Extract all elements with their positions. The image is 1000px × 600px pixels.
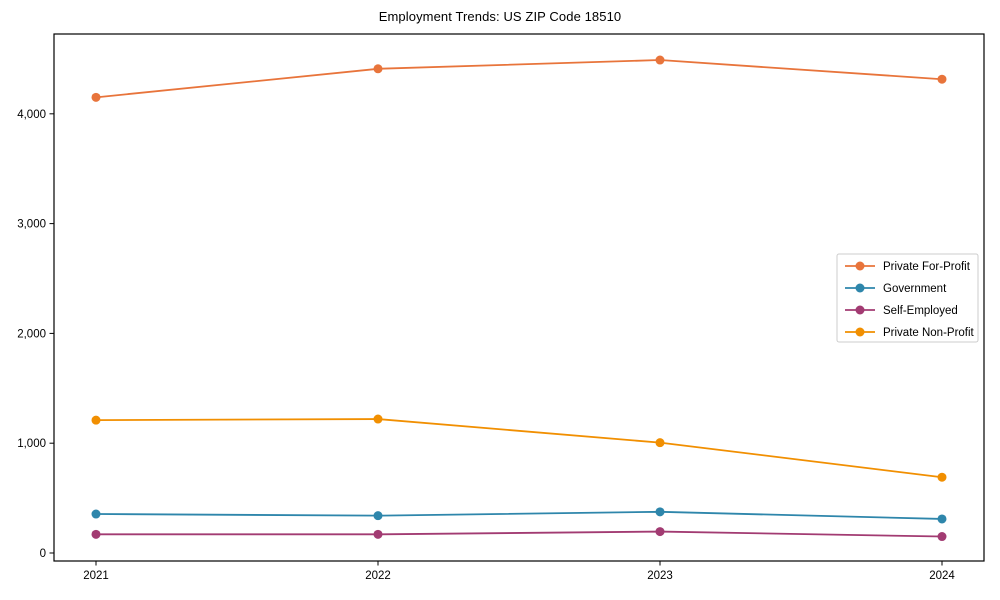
legend-marker-private-non-profit [855, 327, 865, 337]
y-tick-label: 4,000 [17, 109, 46, 121]
data-point-private-for-profit-2022 [373, 64, 383, 74]
plot-border [53, 33, 985, 562]
x-tick-label: 2023 [647, 570, 673, 582]
x-tick-label: 2024 [929, 570, 955, 582]
legend-marker-self-employed [855, 305, 865, 315]
data-point-private-for-profit-2024 [937, 74, 947, 84]
data-point-private-for-profit-2023 [655, 55, 665, 65]
x-tick-label: 2021 [83, 570, 109, 582]
data-point-private-for-profit-2021 [91, 92, 101, 102]
chart-title: Employment Trends: US ZIP Code 18510 [378, 9, 622, 24]
data-point-private-non-profit-2022 [373, 414, 383, 424]
data-point-government-2024 [937, 514, 947, 524]
legend-box [836, 253, 979, 343]
data-point-self-employed-2022 [373, 529, 383, 539]
y-tick-label: 0 [40, 548, 46, 560]
data-point-self-employed-2021 [91, 529, 101, 539]
x-tick-label: 2022 [365, 570, 391, 582]
series-line-government [95, 510, 943, 520]
y-tick-label: 1,000 [17, 438, 46, 450]
legend-label-private-non-profit: Private Non-Profit [883, 327, 975, 339]
legend-label-private-for-profit: Private For-Profit [883, 261, 971, 273]
data-point-self-employed-2024 [937, 532, 947, 542]
data-point-government-2021 [91, 509, 101, 519]
data-point-private-non-profit-2024 [937, 472, 947, 482]
series-line-private-for-profit [95, 59, 943, 99]
legend-label-self-employed: Self-Employed [883, 305, 958, 317]
data-point-government-2022 [373, 511, 383, 521]
legend-marker-government [855, 283, 865, 293]
legend-marker-private-for-profit [855, 261, 865, 271]
data-point-private-non-profit-2023 [655, 438, 665, 448]
legend: Private For-Profit Government Self-Employe… [836, 253, 979, 343]
data-point-private-non-profit-2021 [91, 415, 101, 425]
data-point-self-employed-2023 [655, 527, 665, 537]
series-line-self-employed [96, 530, 943, 538]
legend-label-government: Government [883, 283, 947, 295]
y-tick-label: 3,000 [17, 219, 46, 231]
y-tick-label: 2,000 [17, 328, 46, 340]
series-line-private-non-profit [95, 418, 943, 479]
data-point-government-2023 [655, 507, 665, 517]
